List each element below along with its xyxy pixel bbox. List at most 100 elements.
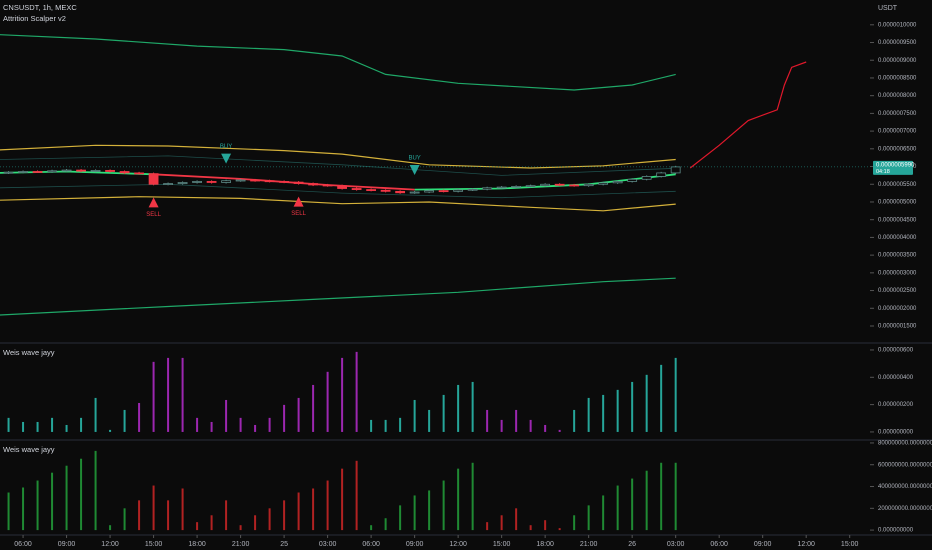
x-tick-label: 18:00 <box>188 541 206 548</box>
x-tick-label: 21:00 <box>580 541 598 548</box>
candle-body <box>279 181 290 183</box>
candle-body <box>264 180 275 183</box>
candle-body <box>496 186 507 189</box>
candle-body <box>380 189 391 192</box>
y-tick-label: 0.0000005500 <box>878 182 917 188</box>
candle-body <box>105 170 115 172</box>
volume-bar <box>587 397 590 432</box>
volume-bar <box>631 478 634 531</box>
volume-bar <box>558 528 561 531</box>
candle-body <box>569 184 580 187</box>
volume-bar <box>471 462 474 531</box>
buy-marker <box>221 153 232 164</box>
x-tick-label: 12:00 <box>449 541 467 548</box>
volume-bar <box>674 462 677 531</box>
y-tick-label: 0.0000008500 <box>878 76 917 82</box>
sell-marker <box>148 197 159 208</box>
x-tick-label: 09:00 <box>58 541 76 548</box>
indicator-line <box>0 196 676 212</box>
candle-body <box>119 171 130 174</box>
volume-bar <box>123 409 126 432</box>
y-axis-unit: USDT <box>878 5 898 12</box>
indicator-line <box>689 61 807 169</box>
volume-bar <box>457 384 460 432</box>
candle-body <box>235 179 246 182</box>
volume-bar <box>22 487 25 531</box>
x-tick-label: 09:00 <box>406 541 424 548</box>
volume-bar <box>225 500 228 531</box>
volume-bar <box>370 419 373 432</box>
volume-bar <box>167 500 170 531</box>
volume-bar <box>341 468 344 531</box>
volume-bar <box>645 374 648 432</box>
volume-bar <box>384 419 387 432</box>
volume-bar <box>65 424 68 432</box>
volume-bar <box>268 417 271 432</box>
y-tick-label: 0.000000000 <box>878 528 914 534</box>
volume-bar <box>239 417 242 432</box>
volume-bar <box>674 357 677 432</box>
x-tick-label: 25 <box>280 541 288 548</box>
volume-bar <box>573 515 576 531</box>
volume-bar <box>413 495 416 531</box>
candle-body <box>511 185 522 188</box>
volume-bar <box>196 522 199 531</box>
x-tick-label: 09:00 <box>754 541 772 548</box>
x-tick-label: 12:00 <box>797 541 815 548</box>
x-tick-label: 18:00 <box>536 541 554 548</box>
volume-bar <box>326 371 329 432</box>
volume-bar <box>355 351 358 432</box>
candle-body <box>148 173 159 185</box>
y-tick-label: 0.0000001500 <box>878 324 917 330</box>
chart-title: CNSUSDT, 1h, MEXC <box>3 3 77 12</box>
volume-bar <box>210 515 213 531</box>
volume-bar <box>94 450 97 531</box>
candle-body <box>598 182 609 185</box>
volume-bar <box>442 480 445 531</box>
candle-body <box>554 183 565 186</box>
volume-bar <box>36 421 39 432</box>
candle-body <box>18 171 28 173</box>
candle-body <box>90 170 101 172</box>
volume-bar <box>413 399 416 432</box>
volume-bar <box>573 409 576 432</box>
price-tag-label: 0.0000005990 <box>876 162 915 168</box>
volume-bar <box>36 480 39 531</box>
volume-bar <box>616 485 619 531</box>
candle-body <box>163 183 173 185</box>
volume-bar <box>616 389 619 432</box>
candle-body <box>656 172 667 177</box>
volume-bar <box>152 361 155 432</box>
candle-body <box>250 179 260 182</box>
candle-body <box>395 190 406 194</box>
x-tick-label: 21:00 <box>232 541 250 548</box>
volume-bar <box>297 397 300 432</box>
volume-bar <box>109 525 112 531</box>
x-tick-label: 06:00 <box>362 541 380 548</box>
volume-bar <box>631 381 634 432</box>
volume-bar <box>268 508 271 531</box>
volume-bar <box>384 518 387 531</box>
y-tick-label: 0.0000004000 <box>878 235 917 241</box>
candle-body <box>612 181 623 184</box>
volume-bar <box>645 470 648 531</box>
candle-body <box>540 183 551 187</box>
volume-bar <box>109 429 112 432</box>
y-tick-label: 0.0000010000 <box>878 22 917 28</box>
buy-marker <box>409 164 420 175</box>
candle-body <box>438 190 449 193</box>
volume-bar <box>254 515 257 531</box>
candle-body <box>351 188 362 190</box>
candle-body <box>61 169 72 172</box>
y-tick-label: 0.0000007000 <box>878 129 917 135</box>
y-tick-label: 0.000000000 <box>878 430 914 436</box>
candle-body <box>467 188 478 191</box>
y-tick-label: 0.0000008000 <box>878 93 917 99</box>
pane-title: Weis wave jayy <box>3 445 55 454</box>
candle-body <box>337 185 348 189</box>
y-tick-label: 0.000000600 <box>878 348 914 354</box>
volume-bar <box>544 424 547 432</box>
candle-body <box>424 190 435 193</box>
volume-bar <box>7 492 10 531</box>
